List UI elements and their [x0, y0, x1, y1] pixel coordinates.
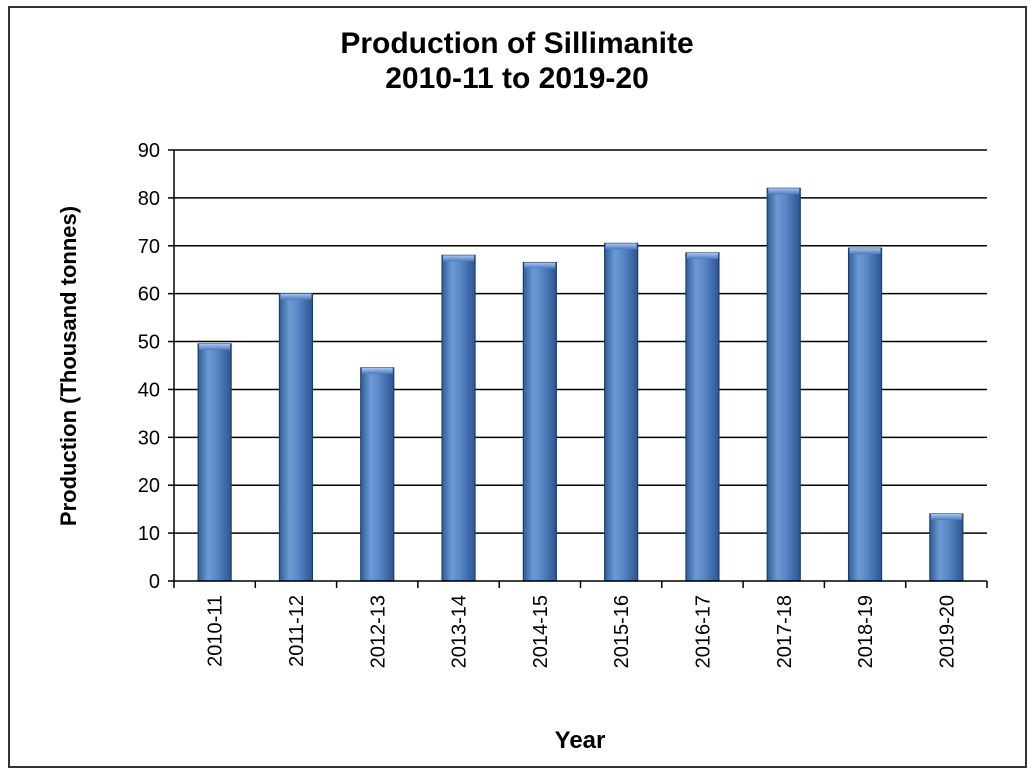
bar: [685, 252, 720, 582]
bar-highlight: [361, 367, 393, 374]
y-tick-label: 20: [138, 475, 160, 497]
y-tick-label: 70: [138, 236, 160, 258]
bar: [441, 254, 476, 582]
bar-highlight: [768, 188, 800, 195]
bars: [197, 187, 964, 582]
x-tick-label: 2018-19: [855, 595, 877, 668]
bar-body: [766, 187, 801, 582]
bar-highlight: [930, 513, 962, 520]
axes: 0 10 20 30 40 50 60 70 80 90 2010-11 2011-12 2012-13…: [138, 140, 988, 668]
x-tick-label: 2011-12: [286, 595, 308, 667]
bar: [604, 242, 639, 582]
y-tick-label: 90: [138, 140, 160, 162]
x-tick-label: 2013-14: [449, 595, 471, 668]
bar: [522, 261, 557, 582]
x-tick-label: 2017-18: [774, 595, 796, 668]
y-tick-label: 40: [138, 379, 160, 401]
y-tick-label: 0: [149, 571, 160, 593]
x-tick-label: 2012-13: [367, 595, 389, 668]
x-tick-label: 2019-20: [936, 595, 958, 668]
bar: [278, 293, 314, 582]
bar-body: [441, 254, 476, 582]
bar-highlight: [524, 262, 556, 269]
bar-body: [929, 513, 964, 582]
bar: [766, 187, 801, 582]
x-axis-label: Year: [555, 727, 606, 754]
chart-subtitle: 2010-11 to 2019-20: [385, 62, 649, 95]
bar-highlight: [443, 255, 475, 262]
bar-highlight: [686, 252, 718, 259]
bar-body: [604, 242, 639, 582]
bar: [847, 247, 883, 582]
bar-body: [847, 247, 883, 582]
bar-highlight: [849, 248, 881, 255]
y-tick-label: 30: [138, 427, 160, 449]
bar-highlight: [280, 293, 312, 300]
x-tick-label: 2014-15: [530, 595, 552, 668]
bar-highlight: [605, 243, 637, 250]
x-tick-label: 2015-16: [611, 595, 633, 668]
bar: [360, 367, 395, 582]
bar: [929, 513, 964, 582]
y-tick-label: 50: [138, 332, 160, 354]
bar: [197, 343, 232, 582]
x-tick-label: 2016-17: [692, 595, 714, 668]
bar-highlight: [199, 343, 231, 350]
y-tick-label: 80: [138, 188, 160, 210]
y-axis-label: Production (Thousand tonnes): [56, 206, 81, 526]
bar-body: [360, 367, 395, 582]
bar-body: [197, 343, 232, 582]
bar-body: [685, 252, 720, 582]
bar-body: [278, 293, 314, 582]
x-tick-label: 2010-11: [205, 595, 227, 667]
bar-body: [522, 261, 557, 582]
y-tick-label: 10: [138, 523, 160, 545]
chart-title: Production of Sillimanite: [340, 27, 694, 60]
y-tick-label: 60: [138, 284, 160, 306]
